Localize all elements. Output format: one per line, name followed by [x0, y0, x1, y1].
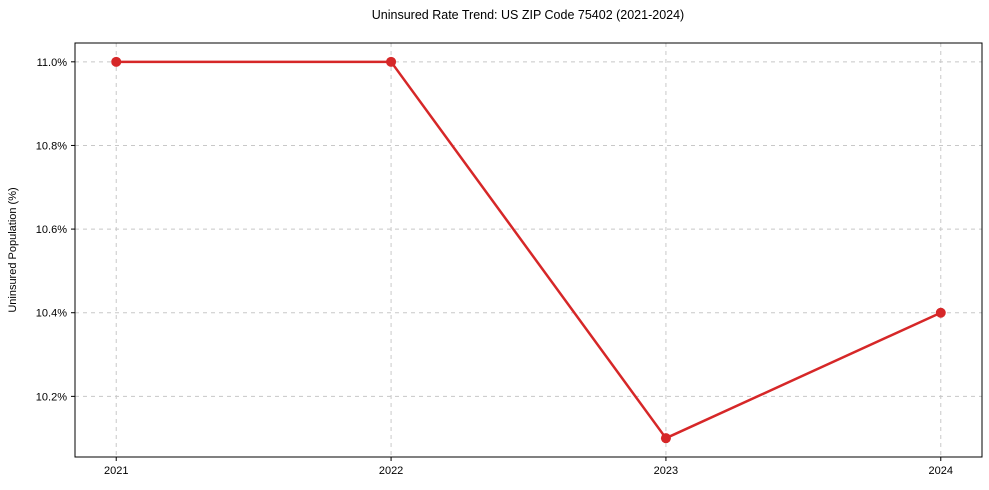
plot-border — [74, 42, 983, 458]
x-axis-tick-label: 2023 — [654, 465, 678, 477]
y-axis-tick-label: 10.6% — [36, 224, 67, 236]
data-point — [660, 433, 671, 444]
x-axis-tick-label: 2021 — [104, 465, 128, 477]
data-point — [386, 56, 397, 67]
y-axis-tick-label: 11.0% — [37, 57, 68, 69]
x-axis-tick-label: 2022 — [379, 465, 403, 477]
data-point — [111, 56, 122, 67]
y-axis-tick-label: 10.8% — [36, 140, 67, 152]
trend-line — [114, 60, 943, 440]
chart-title: Uninsured Rate Trend: US ZIP Code 75402 … — [371, 8, 685, 22]
y-axis-tick-label: 10.4% — [36, 308, 67, 320]
y-axis-tick-label: 10.2% — [36, 391, 67, 403]
x-axis-tick-label: 2024 — [929, 465, 953, 477]
data-point — [935, 307, 946, 318]
